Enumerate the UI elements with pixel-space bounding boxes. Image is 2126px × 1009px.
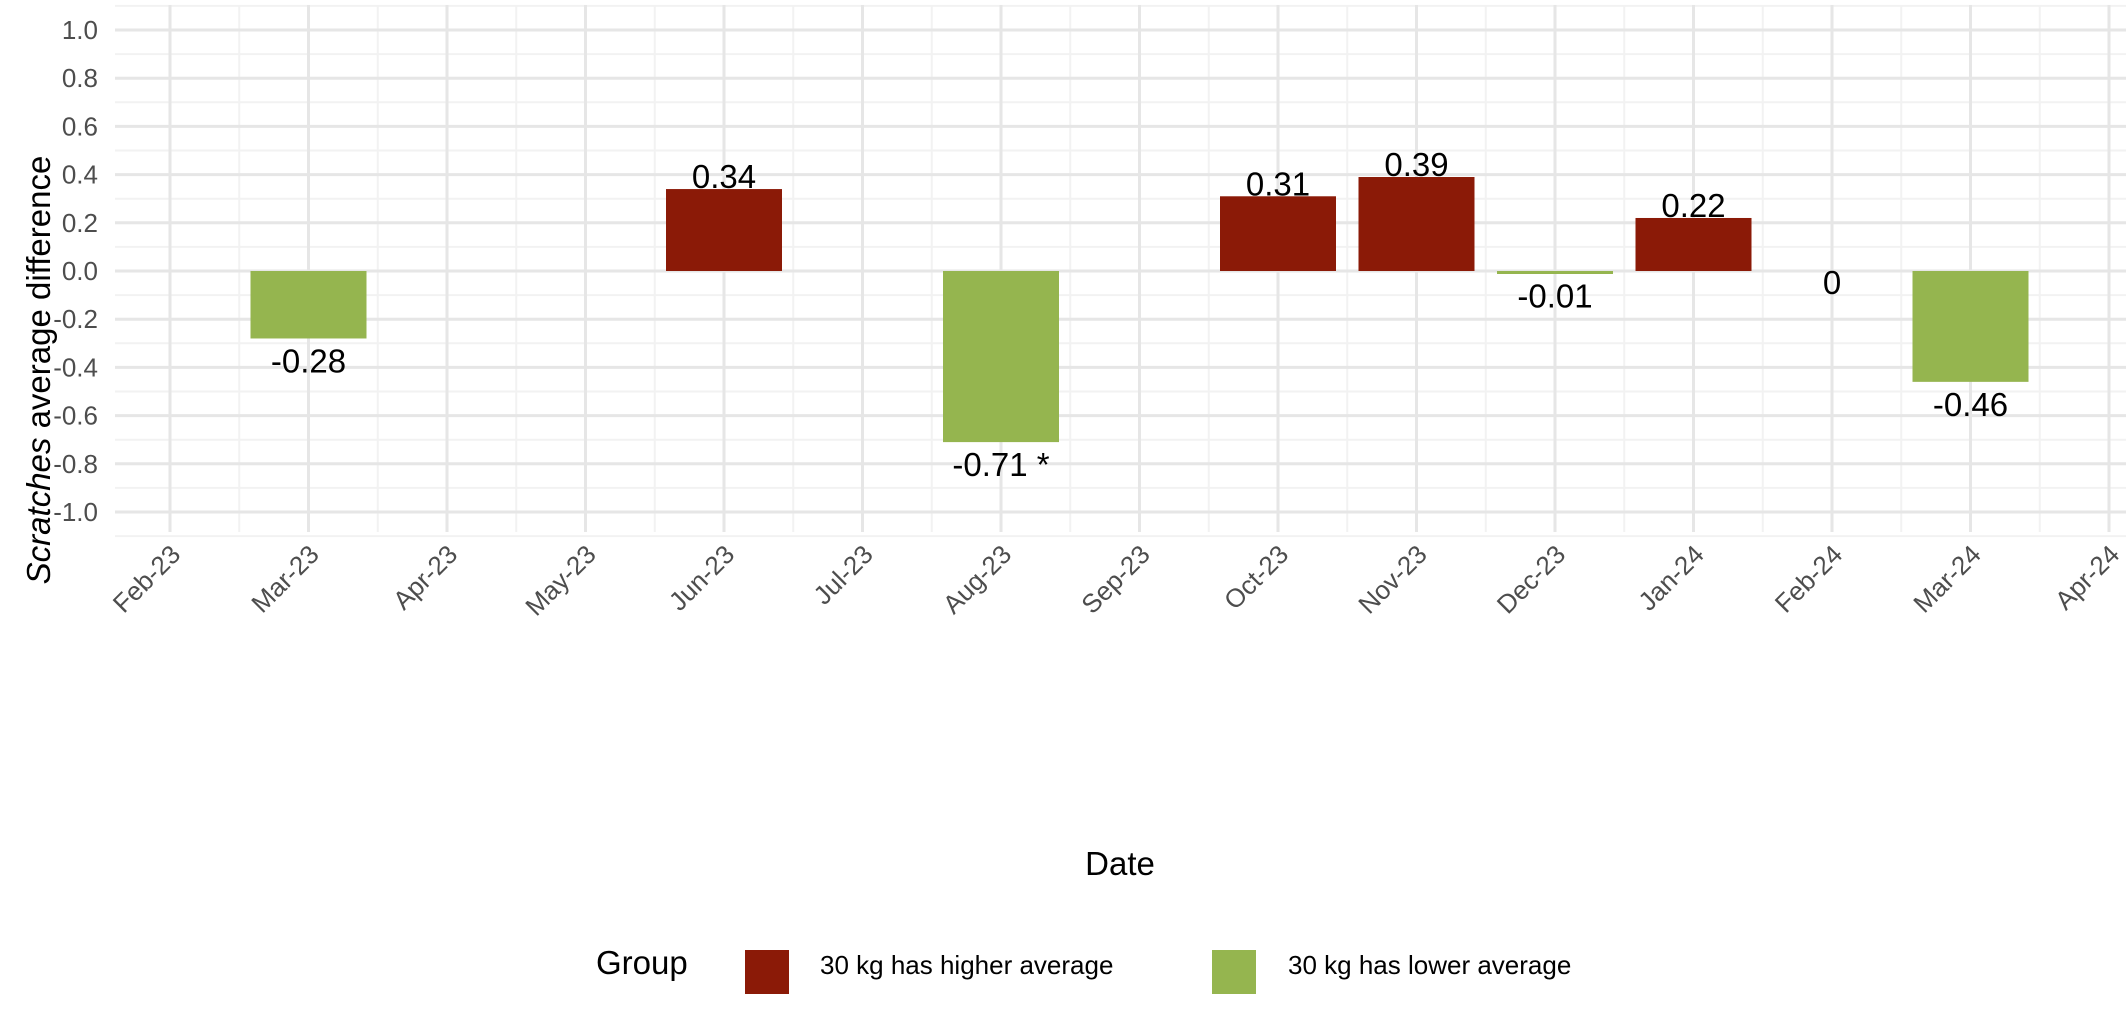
legend-label-higher: 30 kg has higher average <box>820 950 1113 980</box>
bars <box>250 177 2029 443</box>
bar <box>1635 217 1752 271</box>
bar-value-label: 0 <box>1823 264 1841 301</box>
x-tick-label: Jul-23 <box>807 539 878 610</box>
bar <box>666 189 782 271</box>
y-tick-label: -0.8 <box>53 449 98 479</box>
bar <box>250 271 367 339</box>
minor-gridlines <box>115 4 2126 538</box>
legend-swatch-higher <box>745 950 789 994</box>
x-tick-label: Apr-23 <box>387 539 463 615</box>
x-tick-label: Mar-24 <box>1907 539 1986 618</box>
y-tick-label: -0.4 <box>53 352 98 382</box>
legend-swatch-lower <box>1212 950 1256 994</box>
x-tick-label: Jan-24 <box>1632 539 1709 616</box>
major-gridlines <box>115 5 2126 532</box>
y-tick-label: -0.6 <box>53 401 98 431</box>
y-tick-label: 0.6 <box>62 111 98 141</box>
x-tick-label: Sep-23 <box>1075 539 1155 619</box>
legend: Group 30 kg has higher average 30 kg has… <box>596 944 1571 994</box>
bar-value-label: 0.39 <box>1384 146 1448 183</box>
x-tick-label: Apr-24 <box>2049 539 2125 615</box>
legend-label-lower: 30 kg has lower average <box>1288 950 1571 980</box>
x-tick-label: Feb-24 <box>1769 539 1848 618</box>
bar-value-label: -0.46 <box>1933 386 2008 423</box>
bar-value-label: -0.01 <box>1517 277 1592 314</box>
bar <box>1497 271 1613 274</box>
bar <box>1220 196 1336 271</box>
x-axis-ticks: Feb-23 Mar-23 Apr-23 May-23 Jun-23 Jul-23 Aug-… <box>107 539 2125 622</box>
y-tick-label: -0.2 <box>53 304 98 334</box>
x-tick-label: Aug-23 <box>937 539 1017 619</box>
y-tick-label: 0.2 <box>62 208 98 238</box>
bar <box>1912 271 2029 382</box>
x-tick-label: May-23 <box>519 539 602 622</box>
bar-value-label: -0.71 * <box>952 446 1049 483</box>
bar-value-label: 0.31 <box>1246 165 1310 202</box>
bar <box>1358 177 1475 271</box>
x-axis-title: Date <box>1085 845 1155 882</box>
y-tick-label: 0.0 <box>62 256 98 286</box>
bar-value-label: -0.28 <box>271 342 346 379</box>
y-tick-label: 1.0 <box>62 15 98 45</box>
bar <box>943 271 1059 443</box>
y-axis-ticks: -1.0 -0.8 -0.6 -0.4 -0.2 0.0 0.2 0.4 0.6 0.8 1.0 <box>53 15 98 527</box>
x-tick-label: Mar-23 <box>245 539 324 618</box>
y-tick-label: 0.4 <box>62 160 98 190</box>
y-tick-label: -1.0 <box>53 497 98 527</box>
y-axis-title-rest: average difference <box>20 156 57 438</box>
x-tick-label: Oct-23 <box>1218 539 1294 615</box>
legend-title: Group <box>596 944 688 981</box>
x-tick-label: Dec-23 <box>1491 539 1571 619</box>
x-tick-label: Jun-23 <box>663 539 740 616</box>
data-labels: -0.28 0.34 -0.71 * 0.31 0.39 -0.01 0.22 0 -0.46 <box>271 146 2008 483</box>
y-axis-title-italic: Scratches <box>20 438 57 585</box>
bar-value-label: 0.22 <box>1661 187 1725 224</box>
y-axis-title: Scratches average difference <box>20 156 57 585</box>
x-tick-label: Nov-23 <box>1352 539 1432 619</box>
y-tick-label: 0.8 <box>62 63 98 93</box>
x-tick-label: Feb-23 <box>107 539 186 618</box>
bar-value-label: 0.34 <box>692 158 756 195</box>
